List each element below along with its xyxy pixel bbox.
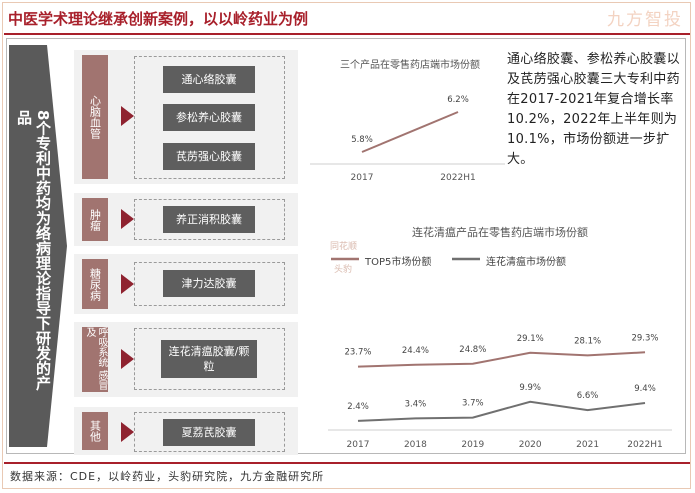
- category-label-tumor: 肿瘤: [82, 198, 108, 241]
- category-marker-diabetes: [121, 274, 134, 294]
- side-arrow: [9, 45, 67, 447]
- watermark-text: 九方智投: [607, 10, 683, 30]
- drug-yangzheng: 养正消积胶囊: [163, 206, 255, 233]
- legend-top5-label: TOP5市场份额: [365, 257, 432, 268]
- category-marker-cardio: [121, 106, 134, 126]
- small-chart-data-label: 5.8%: [351, 135, 373, 145]
- big-chart-tick-label: 2021: [576, 440, 599, 450]
- small-chart-tick-label: 2022H1: [440, 173, 475, 183]
- small-chart-title: 三个产品在零售药店端市场份额: [340, 60, 480, 71]
- faint-source-text-1: 同花顺: [330, 242, 358, 252]
- big-chart-series-line-lianhua: [357, 400, 646, 422]
- big-chart-data-label: 9.9%: [519, 383, 541, 393]
- big-chart-data-label: 29.3%: [631, 333, 658, 343]
- big-chart-tick-label: 2022H1: [627, 440, 662, 450]
- big-chart-data-label: 24.8%: [459, 345, 486, 355]
- big-chart-tick-label: 2017: [347, 440, 370, 450]
- page-title: 中医学术理论继承创新案例，以以岭药业为例: [8, 10, 309, 28]
- big-chart-data-label: 9.4%: [634, 384, 656, 394]
- drug-jinlida: 津力达胶囊: [163, 270, 255, 297]
- legend-lianhua-line: [452, 257, 480, 261]
- big-chart-data-label: 6.6%: [577, 391, 599, 401]
- drug-group-cardio: [134, 56, 285, 179]
- category-marker-respiratory: [121, 349, 134, 369]
- category-label-other: 其他: [82, 412, 108, 450]
- big-chart-data-label: 3.7%: [462, 399, 484, 409]
- big-chart-data-label: 28.1%: [574, 336, 601, 346]
- content-box: [6, 38, 686, 454]
- title-rule: [4, 33, 690, 35]
- drug-group-tumor: [134, 199, 285, 240]
- big-chart-data-label: 24.4%: [402, 346, 429, 356]
- category-label-diabetes: 糖尿病: [82, 259, 108, 309]
- big-line-chart: 23.7% 24.4% 24.8% 29.1% 28.1% 29.3% 2.4% 3.4% 3.…: [328, 333, 672, 450]
- small-line-chart: 5.8% 6.2% 2017 2022H1: [310, 95, 505, 183]
- legend-top5-line: [331, 257, 359, 261]
- faint-source-text-2: 头豹: [334, 265, 353, 275]
- small-chart-series-line: [361, 111, 459, 153]
- drug-qili: 芪苈强心胶囊: [163, 143, 255, 170]
- drug-group-other: [134, 412, 285, 452]
- category-marker-other: [121, 422, 134, 442]
- big-chart-tick-label: 2019: [461, 440, 484, 450]
- big-chart-title: 连花清瘟产品在零售药店端市场份额: [412, 226, 588, 239]
- drug-shensong: 参松养心胶囊: [163, 104, 255, 131]
- footer-rule: [4, 462, 690, 464]
- big-chart-data-label: 2.4%: [347, 402, 369, 412]
- drug-lianhua: 连花清瘟胶囊/颗粒: [161, 340, 257, 378]
- category-marker-tumor: [121, 209, 134, 229]
- drug-group-diabetes: [134, 262, 285, 306]
- drug-group-respiratory: [134, 328, 285, 390]
- legend-lianhua-label: 连花清瘟市场份额: [486, 257, 566, 268]
- drug-xialiqi: 夏荔芪胶囊: [163, 419, 255, 446]
- big-chart-tick-label: 2018: [404, 440, 427, 450]
- page-frame: [2, 2, 691, 489]
- big-chart-data-label: 3.4%: [405, 399, 427, 409]
- big-chart-tick-label: 2020: [519, 440, 542, 450]
- summary-paragraph: 通心络胶囊、参松养心胶囊以及芪苈强心胶囊三大专利中药在2017-2021年复合增…: [507, 52, 680, 167]
- side-arrow-text: 8个专利中药均为络病理论指导下研发的产品: [15, 110, 52, 391]
- small-chart-tick-label: 2017: [351, 173, 374, 183]
- drug-tongxinluo: 通心络胶囊: [163, 66, 255, 93]
- category-label-cardio: 心脑血管: [82, 55, 108, 179]
- big-chart-data-label: 23.7%: [344, 348, 371, 358]
- big-chart-data-label: 29.1%: [517, 334, 544, 344]
- source-footer: 数据来源：CDE，以岭药业，头豹研究院，九方金融研究所: [10, 470, 325, 483]
- small-chart-data-label: 6.2%: [447, 95, 469, 105]
- category-label-respiratory: 呼吸系统 感冒及: [82, 327, 108, 392]
- big-chart-series-line-top5: [357, 351, 646, 368]
